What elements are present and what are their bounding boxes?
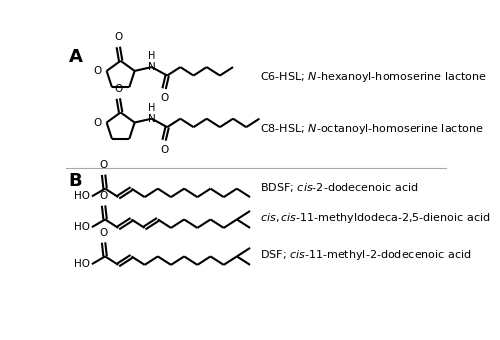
Text: H: H bbox=[148, 51, 156, 61]
Text: O: O bbox=[100, 191, 108, 201]
Text: C8-HSL; $\it{N}$-octanoyl-homoserine lactone: C8-HSL; $\it{N}$-octanoyl-homoserine lac… bbox=[260, 122, 484, 136]
Text: O: O bbox=[160, 145, 168, 155]
Text: O: O bbox=[114, 84, 122, 94]
Text: HO: HO bbox=[74, 191, 90, 201]
Text: HO: HO bbox=[74, 259, 90, 269]
Text: O: O bbox=[160, 93, 168, 103]
Text: BDSF; $\it{cis}$-2-dodecenoic acid: BDSF; $\it{cis}$-2-dodecenoic acid bbox=[260, 181, 418, 193]
Text: A: A bbox=[68, 48, 82, 66]
Text: $\it{cis,cis}$-11-methyldodeca-2,5-dienoic acid: $\it{cis,cis}$-11-methyldodeca-2,5-dieno… bbox=[260, 211, 490, 225]
Text: O: O bbox=[100, 228, 108, 238]
Text: O: O bbox=[94, 118, 102, 128]
Text: H: H bbox=[148, 102, 156, 113]
Text: O: O bbox=[94, 66, 102, 76]
Text: DSF; $\it{cis}$-11-methyl-2-dodecenoic acid: DSF; $\it{cis}$-11-methyl-2-dodecenoic a… bbox=[260, 248, 472, 262]
Text: N: N bbox=[148, 62, 156, 72]
Text: HO: HO bbox=[74, 222, 90, 232]
Text: C6-HSL; $\it{N}$-hexanoyl-homoserine lactone: C6-HSL; $\it{N}$-hexanoyl-homoserine lac… bbox=[260, 70, 487, 84]
Text: B: B bbox=[68, 172, 82, 190]
Text: O: O bbox=[100, 160, 108, 170]
Text: N: N bbox=[148, 114, 156, 124]
Text: O: O bbox=[114, 32, 122, 42]
